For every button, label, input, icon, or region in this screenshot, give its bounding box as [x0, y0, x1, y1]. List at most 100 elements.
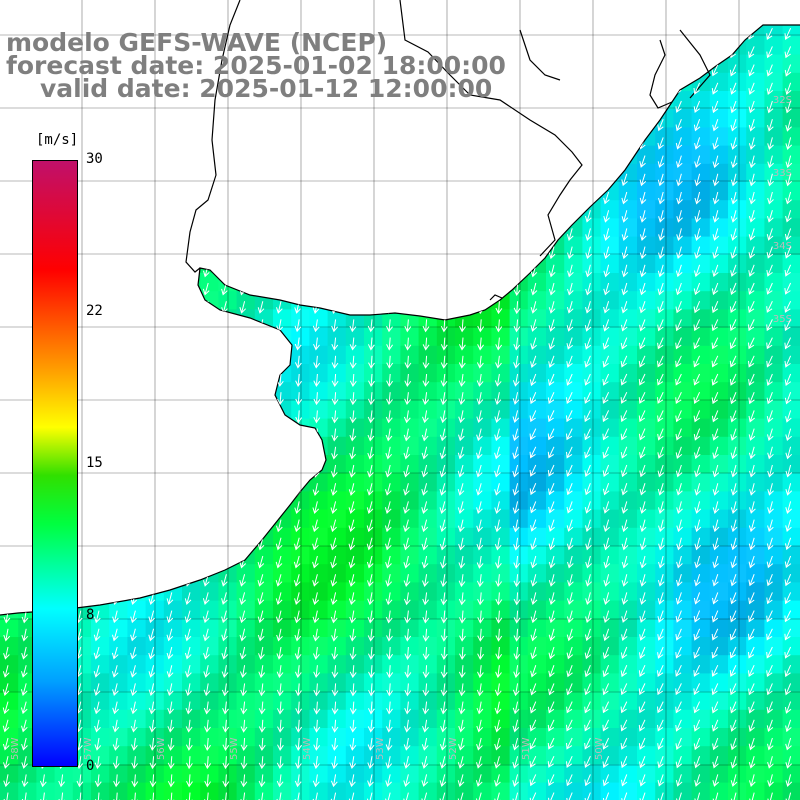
wind-arrow — [639, 501, 647, 514]
wind-arrow — [76, 792, 84, 800]
wind-speed-cell — [309, 764, 329, 784]
longitude-label: 58W — [10, 737, 21, 760]
wind-speed-cell — [673, 509, 693, 529]
wind-arrow — [748, 100, 756, 114]
wind-arrow — [530, 337, 537, 350]
wind-arrow — [785, 119, 792, 132]
wind-speed-cell — [564, 655, 583, 674]
wind-arrow — [748, 410, 756, 423]
wind-speed-cell — [618, 673, 638, 693]
wind-arrow — [240, 792, 248, 800]
wind-arrow — [676, 555, 683, 569]
wind-arrow — [529, 464, 537, 477]
wind-arrow — [94, 792, 102, 800]
wind-speed-cell — [327, 564, 347, 583]
wind-speed-cell — [691, 327, 711, 347]
wind-arrow — [93, 665, 101, 678]
wind-arrow — [349, 410, 357, 424]
latitude-label: 34S — [773, 241, 792, 252]
wind-speed-cell — [618, 491, 638, 511]
wind-speed-cell — [436, 364, 456, 383]
wind-arrow — [639, 210, 647, 223]
wind-speed-cell — [582, 291, 602, 310]
wind-arrow — [166, 610, 174, 624]
wind-arrow — [421, 737, 429, 751]
wind-arrow — [131, 792, 139, 800]
wind-speed-cell — [600, 709, 620, 729]
wind-speed-cell — [600, 764, 620, 784]
wind-arrow — [313, 665, 321, 679]
wind-speed-cell — [618, 564, 638, 583]
wind-arrow — [766, 410, 774, 423]
wind-arrow — [422, 646, 430, 660]
wind-speed-cell — [509, 382, 529, 401]
wind-arrow — [766, 646, 773, 659]
wind-arrow — [548, 646, 556, 660]
wind-speed-cell — [527, 655, 547, 674]
wind-speed-cell — [0, 655, 19, 674]
wind-speed-cell — [291, 618, 310, 638]
wind-arrow — [547, 428, 555, 441]
wind-speed-cell — [0, 637, 19, 656]
wind-arrow — [621, 210, 629, 223]
wind-speed-cell — [582, 364, 602, 383]
wind-speed-cell — [600, 455, 620, 474]
wind-arrow — [784, 646, 792, 659]
wind-speed-cell — [509, 728, 529, 747]
wind-arrow — [566, 319, 574, 332]
wind-arrow — [148, 646, 155, 660]
wind-arrow — [331, 756, 338, 770]
wind-arrow — [385, 592, 393, 606]
wind-speed-cell — [691, 618, 711, 638]
map-title-model: modelo GEFS-WAVE (NCEP) — [6, 28, 388, 57]
wind-speed-cell — [436, 455, 456, 474]
wind-arrow — [785, 428, 792, 442]
wind-speed-cell — [382, 691, 401, 711]
wind-arrow — [331, 646, 339, 660]
wind-arrow — [367, 628, 375, 642]
wind-speed-cell — [418, 455, 438, 474]
wind-arrow — [476, 428, 483, 442]
wind-arrow — [657, 137, 664, 150]
wind-arrow — [767, 792, 774, 800]
wind-arrow — [458, 574, 466, 588]
wind-speed-cell — [637, 509, 656, 529]
wind-arrow — [658, 537, 665, 551]
wind-arrow — [676, 228, 683, 241]
wind-speed-cell — [291, 673, 310, 693]
wind-arrow — [366, 501, 374, 514]
wind-speed-cell — [782, 182, 800, 201]
wind-arrow — [385, 410, 393, 424]
wind-arrow — [440, 392, 448, 406]
wind-speed-cell — [691, 491, 711, 511]
wind-arrow — [221, 628, 228, 642]
wind-speed-cell — [582, 382, 602, 401]
wind-speed-cell — [436, 400, 456, 420]
wind-arrow — [386, 683, 394, 697]
wind-arrow — [620, 355, 628, 368]
wind-arrow — [295, 737, 303, 751]
wind-speed-cell — [600, 327, 620, 347]
wind-speed-cell — [327, 618, 347, 638]
wind-arrow — [566, 355, 573, 368]
wind-speed-cell — [618, 182, 638, 201]
wind-speed-cell — [782, 218, 800, 238]
wind-speed-cell — [327, 709, 347, 729]
wind-arrow — [294, 519, 301, 533]
wind-arrow — [185, 719, 193, 733]
wind-speed-cell — [655, 273, 674, 292]
wind-arrow — [621, 301, 628, 314]
wind-speed-cell — [0, 728, 19, 747]
wind-speed-cell — [291, 637, 310, 656]
wind-speed-cell — [418, 473, 438, 492]
wind-arrow — [748, 428, 756, 441]
wind-arrow — [512, 756, 519, 769]
wind-speed-cell — [491, 509, 511, 529]
wind-speed-cell — [473, 618, 492, 638]
wind-speed-cell — [400, 509, 420, 529]
wind-arrow — [784, 683, 792, 696]
wind-speed-cell — [491, 455, 511, 474]
wind-arrow — [748, 646, 755, 659]
wind-speed-cell — [782, 382, 800, 401]
wind-arrow — [657, 173, 665, 187]
